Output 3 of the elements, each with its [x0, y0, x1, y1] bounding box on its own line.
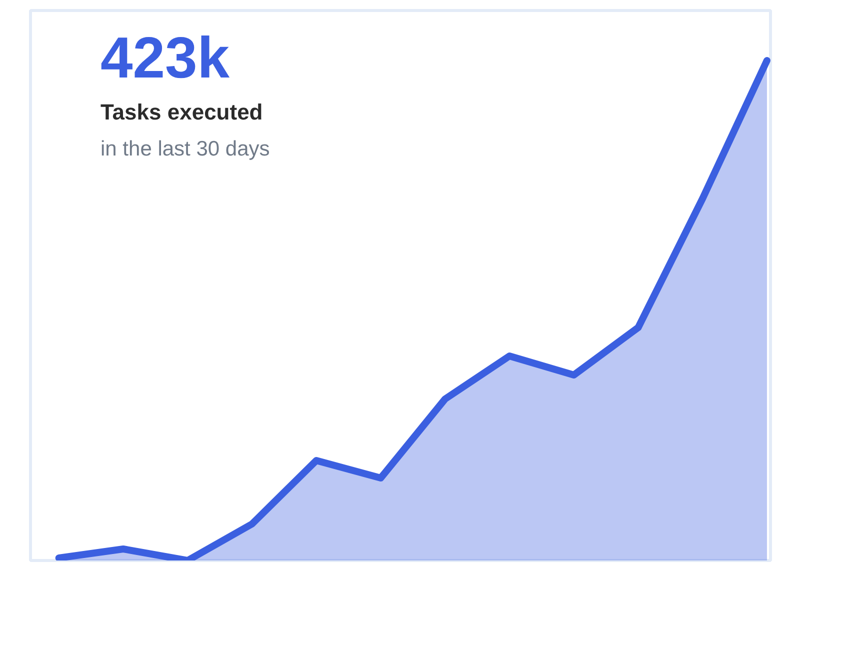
chart-title: 423k: [100, 26, 230, 90]
text: Tasks executed: [100, 100, 263, 124]
annotation: in the last 30 days: [100, 138, 270, 160]
